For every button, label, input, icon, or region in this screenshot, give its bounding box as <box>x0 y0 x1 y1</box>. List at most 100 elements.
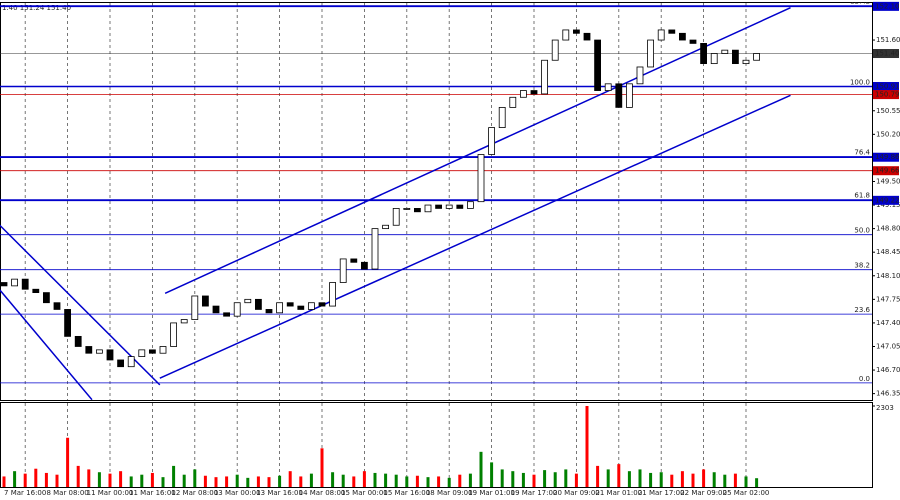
fib-label: 127.2 <box>850 0 870 6</box>
volume-bar <box>733 473 737 487</box>
y-tick-label: 148.10 <box>876 272 900 280</box>
y-tick-label: 149.50 <box>876 177 900 185</box>
candle-body <box>573 29 580 34</box>
volume-bar <box>394 474 398 487</box>
volume-bar <box>278 475 282 487</box>
candle-body <box>297 305 305 310</box>
y-tick-label: 148.45 <box>876 248 900 256</box>
candle-body <box>583 32 591 41</box>
candle-body <box>488 127 496 155</box>
candle-body <box>96 349 103 354</box>
candle-body <box>286 302 294 307</box>
volume-bar <box>129 476 133 487</box>
x-tick-label: 11 Mar 00:00 <box>87 489 134 497</box>
candle-body <box>106 349 114 361</box>
level-badge <box>873 152 899 162</box>
x-tick-label: 21 Mar 17:00 <box>638 489 685 497</box>
volume-bar <box>150 472 154 487</box>
level-label: 149.66 <box>875 167 900 175</box>
candle-body <box>668 29 676 34</box>
volume-bar <box>755 478 759 487</box>
y-tick-label: 150.55 <box>876 107 900 115</box>
volume-bar <box>553 472 557 487</box>
candle-body <box>276 302 284 314</box>
candle-body <box>127 356 135 368</box>
x-tick-label: 18 Mar 09:00 <box>426 489 473 497</box>
volume-bar <box>511 471 515 487</box>
candle-body <box>435 204 443 209</box>
volume-bar <box>193 469 197 487</box>
volume-bar <box>437 476 441 487</box>
candle-body <box>710 53 718 65</box>
fib-label: 23.6 <box>854 306 870 314</box>
candle-body <box>329 282 337 307</box>
candle-body <box>223 312 231 317</box>
volume-bar <box>574 473 578 487</box>
y-tick-label: 148.80 <box>876 225 900 233</box>
volume-bar <box>606 469 610 487</box>
candle-body <box>201 295 209 307</box>
volume-bar <box>384 473 388 487</box>
volume-bar <box>34 468 38 487</box>
quote-text: 1.40 151.24 151.40 <box>2 4 71 12</box>
candle-body <box>148 349 156 354</box>
trendline <box>159 94 791 379</box>
candle-body <box>466 201 474 209</box>
candle-body <box>265 309 273 314</box>
volume-bar <box>288 471 292 487</box>
level-label: 149.22 <box>875 196 900 204</box>
volume-bar <box>521 472 525 487</box>
level-label: 149.86 <box>875 153 900 161</box>
x-tick-label: 15 Mar 16:00 <box>383 489 430 497</box>
x-tick-label: 22 Mar 09:00 <box>680 489 727 497</box>
x-tick-label: 21 Mar 01:00 <box>595 489 642 497</box>
volume-frame <box>0 402 873 488</box>
volume-bar <box>55 474 59 487</box>
candle-body <box>626 83 633 108</box>
volume-bar <box>299 476 303 487</box>
candle-body <box>159 346 167 354</box>
candle-body <box>392 208 400 226</box>
candle-body <box>233 302 241 317</box>
candle-body <box>636 66 644 85</box>
volume-bar <box>341 474 345 487</box>
trendline <box>0 289 93 400</box>
candle-body <box>85 346 93 354</box>
x-tick-label: 25 Mar 02:00 <box>723 489 770 497</box>
volume-bar <box>362 471 366 487</box>
candle-body <box>43 292 50 304</box>
candle-body <box>689 39 697 44</box>
volume-bar <box>426 477 430 487</box>
volume-bar <box>479 451 483 487</box>
trendline <box>164 7 791 294</box>
volume-bar <box>723 474 727 487</box>
volume-bar <box>44 472 48 487</box>
volume-bar <box>161 477 165 487</box>
level-badge <box>873 49 899 59</box>
volume-bar <box>596 465 600 487</box>
candle-body <box>594 39 601 91</box>
volume-bar <box>712 472 716 487</box>
x-tick-label: 8 Mar 08:00 <box>46 489 88 497</box>
y-tick-label: 146.35 <box>876 390 900 398</box>
x-tick-label: 12 Mar 08:00 <box>171 489 218 497</box>
candle-body <box>509 96 517 108</box>
volume-bar <box>331 472 335 487</box>
volume-bar <box>66 437 70 487</box>
candle-body <box>0 282 8 287</box>
x-tick-label: 13 Mar 16:00 <box>256 489 303 497</box>
volume-bar <box>680 471 684 487</box>
volume-bar <box>119 471 123 487</box>
x-tick-label: 15 Mar 00:00 <box>341 489 388 497</box>
level-label: 150.79 <box>875 91 900 99</box>
candle-body <box>551 39 559 61</box>
volume-bar <box>543 470 547 487</box>
volume-bar <box>309 473 313 487</box>
x-tick-label: 13 Mar 00:00 <box>214 489 261 497</box>
level-label: 152.10 <box>875 2 900 10</box>
volume-bar <box>76 465 80 487</box>
y-tick-label: 147.40 <box>876 319 900 327</box>
